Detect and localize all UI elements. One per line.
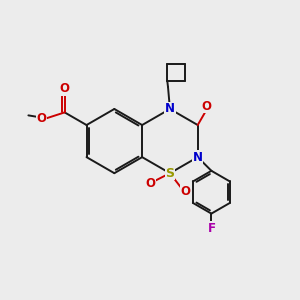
Text: N: N: [193, 151, 203, 164]
Text: O: O: [202, 100, 212, 112]
Text: O: O: [180, 184, 190, 197]
Text: F: F: [207, 222, 215, 235]
Text: O: O: [145, 177, 155, 190]
Text: N: N: [165, 103, 175, 116]
Text: O: O: [37, 112, 47, 125]
Text: O: O: [60, 82, 70, 95]
Text: S: S: [165, 167, 174, 180]
